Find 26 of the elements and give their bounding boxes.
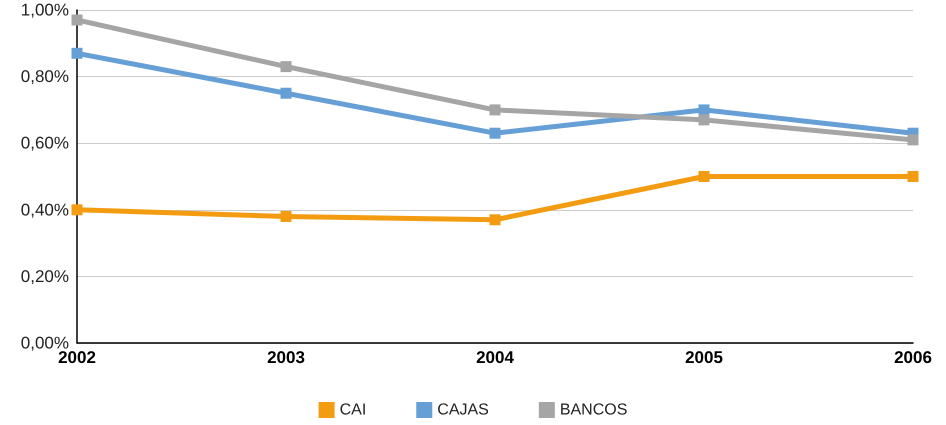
x-tick-label: 2004 <box>476 348 514 367</box>
y-tick-label: 1,00% <box>20 0 69 20</box>
point <box>72 204 82 216</box>
point <box>72 14 82 26</box>
point <box>280 88 292 99</box>
point <box>908 134 918 146</box>
point <box>698 104 710 116</box>
point <box>698 114 710 126</box>
y-tick-label: 0,80% <box>20 67 69 86</box>
point <box>490 128 500 139</box>
point <box>698 171 710 182</box>
y-tick-label: 0,20% <box>20 266 69 286</box>
point <box>908 171 918 182</box>
point <box>280 61 292 72</box>
x-tick-label: 2006 <box>894 348 932 367</box>
legend-label: CAI <box>340 402 366 418</box>
legend-label: CAJAS <box>437 402 489 418</box>
point <box>280 210 292 222</box>
y-tick-label: 0,40% <box>20 200 69 220</box>
x-tick-label: 2003 <box>267 348 305 367</box>
point <box>490 214 500 226</box>
legend-label: BANCOS <box>560 402 628 418</box>
point <box>72 48 82 59</box>
point <box>490 104 500 116</box>
x-tick-label: 2005 <box>685 348 723 367</box>
y-tick-label: 0,60% <box>20 134 69 153</box>
